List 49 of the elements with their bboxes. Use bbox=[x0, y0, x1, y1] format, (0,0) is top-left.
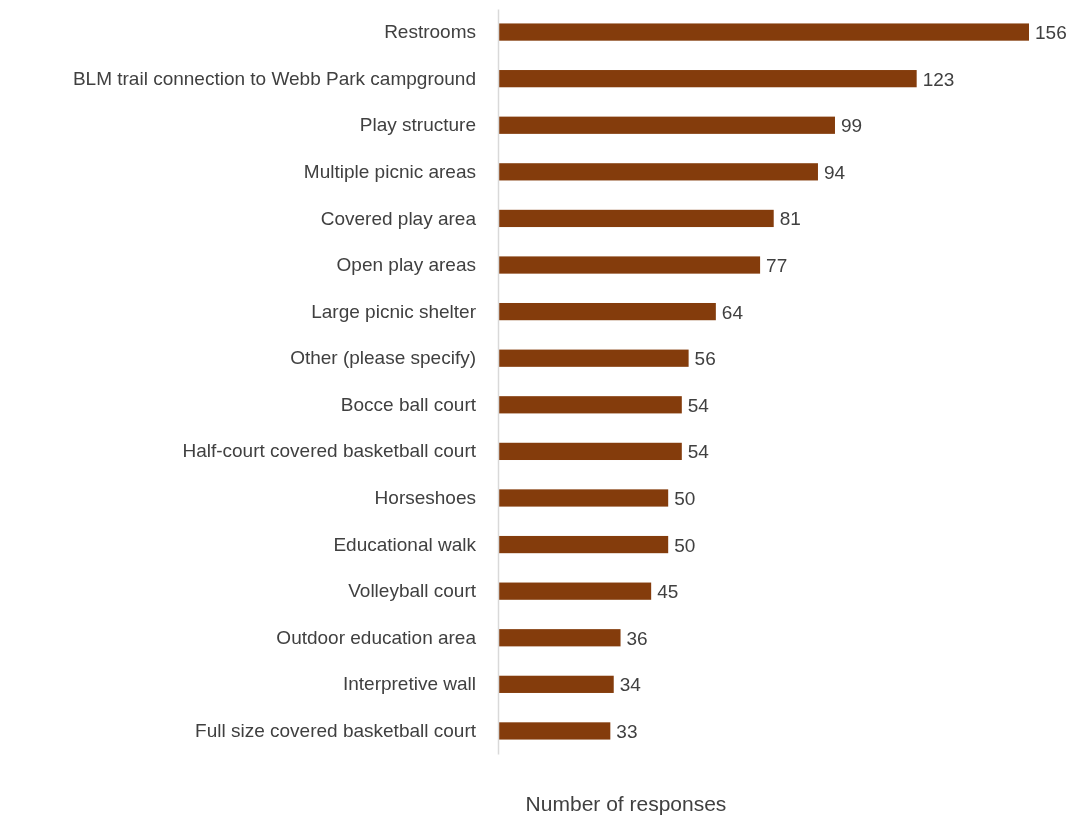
y-tick-label: Multiple picnic areas bbox=[303, 160, 476, 182]
bar bbox=[498, 349, 689, 367]
data-label: 36 bbox=[626, 627, 648, 649]
x-axis-title: Number of responses bbox=[525, 792, 727, 815]
bar bbox=[498, 396, 682, 414]
data-label: 123 bbox=[922, 68, 955, 90]
bar bbox=[498, 70, 917, 88]
data-label: 64 bbox=[721, 301, 744, 323]
bar bbox=[498, 163, 818, 181]
bar bbox=[498, 209, 774, 228]
y-tick-label: Play structure bbox=[359, 114, 476, 136]
y-tick-label: Other (please specify) bbox=[290, 347, 476, 369]
bar bbox=[498, 489, 669, 507]
bar bbox=[498, 442, 682, 461]
y-tick-label: Covered play area bbox=[320, 207, 477, 229]
data-label: 50 bbox=[674, 534, 696, 556]
data-label: 56 bbox=[694, 348, 716, 370]
bar bbox=[498, 722, 611, 740]
bar bbox=[498, 23, 1029, 41]
y-tick-label: Large picnic shelter bbox=[311, 300, 477, 322]
y-tick-label: Interpretive wall bbox=[342, 673, 476, 695]
y-tick-label: Full size covered basketball court bbox=[195, 720, 477, 742]
y-tick-label: Volleyball court bbox=[348, 580, 477, 602]
data-label: 50 bbox=[674, 487, 696, 509]
bar bbox=[498, 535, 669, 554]
y-tick-label: Restrooms bbox=[384, 21, 476, 43]
y-tick-label: Outdoor education area bbox=[276, 626, 477, 648]
bar bbox=[498, 629, 621, 647]
y-tick-label: Educational walk bbox=[333, 533, 477, 555]
data-label: 77 bbox=[766, 255, 788, 277]
data-label: 54 bbox=[687, 394, 710, 416]
data-label: 81 bbox=[779, 208, 801, 230]
y-tick-label: Open play areas bbox=[336, 254, 476, 276]
y-tick-label: Bocce ball court bbox=[340, 393, 477, 415]
y-tick-label: Half-court covered basketball court bbox=[182, 440, 477, 462]
data-label: 94 bbox=[823, 161, 846, 183]
data-label: 33 bbox=[616, 720, 638, 742]
y-tick-label: BLM trail connection to Webb Park campground bbox=[72, 67, 476, 89]
bar bbox=[498, 116, 835, 134]
bar bbox=[498, 256, 761, 274]
bar bbox=[498, 675, 614, 693]
data-label: 99 bbox=[840, 115, 863, 137]
data-label: 45 bbox=[657, 581, 679, 603]
data-label: 54 bbox=[687, 441, 710, 463]
y-tick-label: Horseshoes bbox=[374, 487, 476, 509]
data-label: 34 bbox=[619, 674, 642, 696]
data-label: 156 bbox=[1035, 22, 1067, 44]
bar bbox=[498, 302, 716, 321]
bar bbox=[498, 582, 652, 600]
